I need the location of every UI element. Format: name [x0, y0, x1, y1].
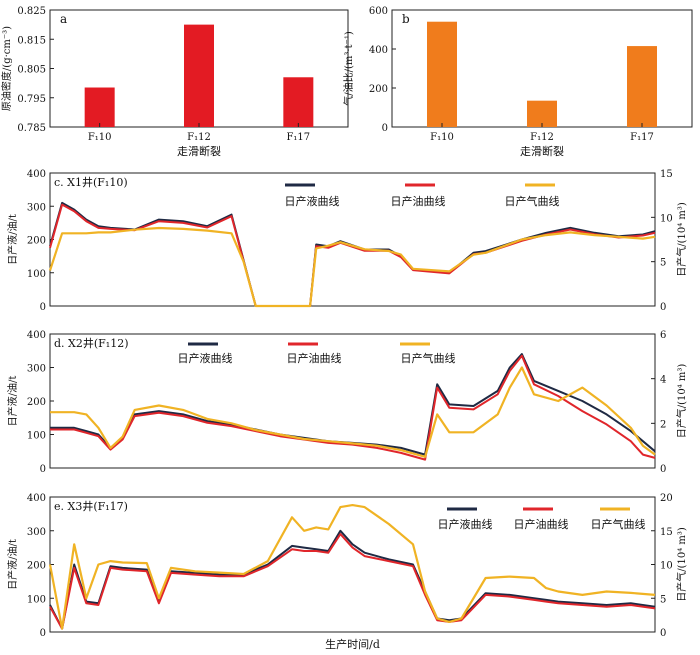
panel-e-label: e. X3井(F₁17) [54, 499, 128, 513]
ytick-left-label: 400 [27, 330, 46, 341]
ytick-label: 400 [369, 45, 388, 56]
series-line-c-1 [49, 203, 656, 307]
legend-label: 日产液曲线 [285, 194, 340, 208]
bar-a-2 [283, 77, 314, 127]
ytick-right-label: 5 [660, 594, 666, 605]
legend-label: 日产气曲线 [401, 351, 456, 365]
x-axis-label: 生产时间/d [325, 637, 380, 651]
ytick-label: 0.795 [17, 94, 46, 105]
ytick-right-label: 6 [660, 330, 666, 341]
y-axis-left-label: 日产液/油/t [6, 214, 19, 265]
x-axis-label: 走滑断裂 [520, 144, 564, 158]
xtick-label: F₁10 [88, 132, 112, 143]
ytick-right-label: 15 [660, 527, 673, 538]
ytick-label: 0.825 [17, 6, 46, 17]
series-line-c-2 [48, 226, 656, 308]
ytick-label: 0.805 [17, 65, 46, 76]
ytick-left-label: 200 [27, 561, 46, 572]
bar-a-0 [84, 87, 115, 127]
legend-label: 日产油曲线 [514, 517, 569, 531]
bar-b-0 [427, 21, 457, 128]
ytick-left-label: 200 [27, 397, 46, 408]
ytick-label: 200 [369, 84, 388, 95]
legend-label: 日产气曲线 [505, 194, 560, 208]
ytick-label: 0.815 [17, 35, 46, 46]
series-line-d-1 [50, 354, 656, 461]
ytick-left-label: 0 [40, 464, 46, 475]
legend-label: 日产油曲线 [391, 194, 446, 208]
ytick-left-label: 300 [27, 527, 46, 538]
ytick-left-label: 100 [27, 594, 46, 605]
ytick-left-label: 100 [27, 431, 46, 442]
y-axis-label: 气/油比/(m³·t⁻¹) [342, 31, 355, 106]
ytick-right-label: 15 [660, 169, 673, 180]
y-axis-right-label: 日产气/(10⁴ m³) [675, 364, 688, 439]
series-line-e-2 [48, 504, 656, 630]
xtick-label: F₁12 [530, 132, 554, 143]
legend-label: 日产液曲线 [438, 517, 493, 531]
ytick-right-label: 4 [660, 375, 666, 386]
ytick-label: 600 [369, 6, 388, 17]
ytick-left-label: 300 [27, 364, 46, 375]
ytick-left-label: 400 [27, 493, 46, 504]
y-axis-label: 原油密度/(g·cm⁻³) [0, 26, 13, 111]
bar-b-1 [527, 100, 557, 127]
ytick-left-label: 0 [40, 628, 46, 639]
ytick-left-label: 100 [27, 269, 46, 280]
legend-label: 日产液曲线 [178, 351, 233, 365]
panel-d-label: d. X2井(F₁12) [54, 336, 129, 350]
panel-c-label: c. X1井(F₁10) [54, 175, 128, 189]
bar-a-1 [184, 24, 214, 127]
ytick-label: 0 [382, 123, 388, 134]
y-axis-left-label: 日产液/油/t [6, 539, 19, 590]
ytick-right-label: 10 [660, 213, 673, 224]
y-axis-right-label: 日产气/(10⁴ m³) [675, 527, 688, 602]
ytick-left-label: 400 [27, 169, 46, 180]
ytick-right-label: 0 [660, 302, 666, 313]
xtick-label: F₁17 [286, 132, 310, 143]
series-line-c-0 [49, 201, 656, 307]
series-line-d-0 [50, 353, 656, 456]
legend-label: 日产气曲线 [591, 517, 646, 531]
y-axis-right-label: 日产气/(10⁴ m³) [675, 202, 688, 277]
ytick-right-label: 2 [660, 419, 666, 430]
panel-d-frame [49, 333, 656, 469]
ytick-left-label: 0 [40, 302, 46, 313]
legend-label: 日产油曲线 [287, 351, 342, 365]
ytick-right-label: 5 [660, 258, 666, 269]
x-axis-label: 走滑断裂 [177, 144, 221, 158]
ytick-left-label: 200 [27, 236, 46, 247]
series-line-e-1 [49, 533, 656, 630]
ytick-right-label: 0 [660, 628, 666, 639]
xtick-label: F₁17 [630, 132, 654, 143]
panel-c-frame [49, 172, 656, 307]
ytick-right-label: 20 [660, 493, 673, 504]
ytick-left-label: 300 [27, 202, 46, 213]
series-line-e-0 [49, 529, 656, 630]
panel-a-label: a [60, 12, 67, 26]
bar-b-2 [627, 46, 657, 128]
xtick-label: F₁10 [430, 132, 454, 143]
y-axis-left-label: 日产液/油/t [6, 376, 19, 427]
ytick-label: 0.785 [17, 123, 46, 134]
ytick-right-label: 10 [660, 561, 673, 572]
series-line-d-2 [50, 366, 656, 458]
panel-b-label: b [402, 12, 410, 26]
ytick-right-label: 0 [660, 464, 666, 475]
xtick-label: F₁12 [187, 132, 211, 143]
